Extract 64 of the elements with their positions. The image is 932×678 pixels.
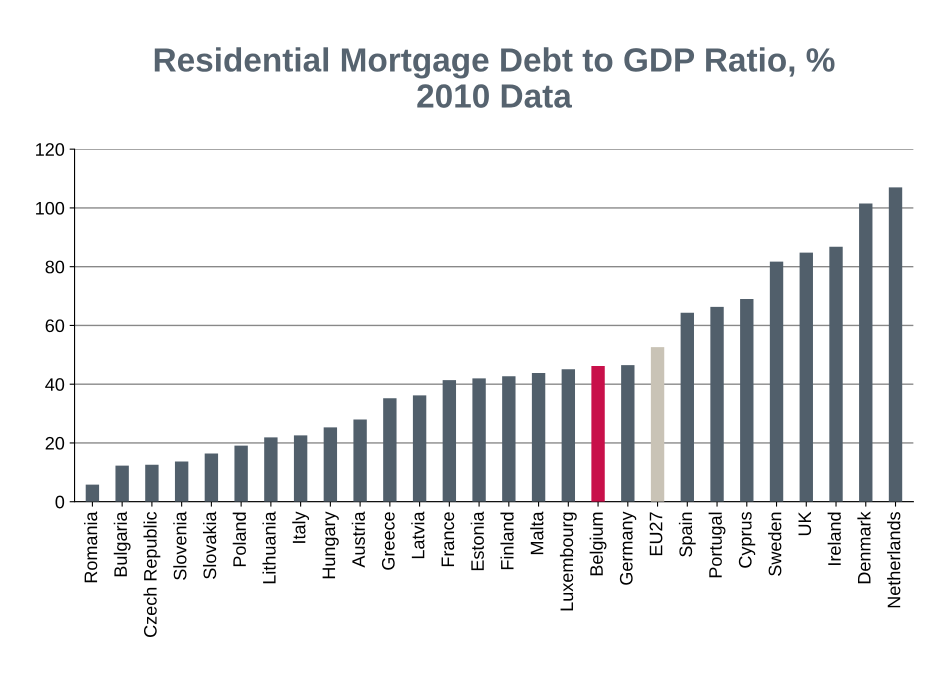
x-tick-label: Italy [292, 511, 310, 543]
bar [145, 464, 159, 502]
bar [710, 306, 724, 502]
x-tick-label: Germany [620, 511, 636, 585]
x-tick-label: Ireland [828, 512, 841, 565]
x-tick-label: Belgium [590, 512, 606, 576]
y-tick-label: 100 [36, 202, 64, 215]
x-tick-label: Czech Republic [143, 512, 160, 637]
x-tick-label: Portugal [708, 512, 726, 578]
bar [770, 262, 784, 502]
bar [829, 246, 843, 502]
x-tick-label: Hungary [322, 511, 339, 578]
chart-title: Residential Mortgage Debt to GDP Ratio, % 2010 Data [154, 47, 835, 108]
x-tick-label: Netherlands [887, 512, 900, 608]
bar [264, 437, 278, 502]
y-tick-label: 60 [46, 319, 64, 332]
x-tick-label: Lithuania [262, 511, 276, 584]
bar [383, 398, 397, 502]
bar [294, 435, 308, 502]
x-tick-label: Bulgaria [114, 511, 131, 576]
bar [859, 204, 872, 502]
x-tick-label: EU27 [650, 512, 662, 556]
x-tick-label: Austria [352, 511, 365, 568]
x-tick-label: Slovakia [202, 511, 216, 579]
x-tick-label: Cyprus [738, 512, 756, 568]
bar [234, 446, 248, 502]
x-tick-label: Luxembourg [560, 512, 577, 610]
bar [174, 461, 188, 502]
bar [621, 365, 635, 502]
bar [115, 466, 129, 502]
x-tick-label: France [442, 512, 454, 566]
y-tick-label: 120 [36, 143, 64, 156]
bar [888, 187, 902, 502]
bar [324, 427, 338, 502]
x-tick-label: Slovenia [173, 511, 186, 580]
x-tick-label: Romania [84, 511, 98, 582]
bar [502, 376, 516, 502]
bar [800, 252, 813, 502]
bar [650, 347, 664, 502]
y-tick-label: 40 [45, 378, 64, 391]
bar [562, 369, 576, 502]
x-tick-label: Spain [678, 512, 696, 557]
x-tick-label: Greece [382, 512, 395, 570]
y-tick-label: 0 [56, 496, 64, 508]
x-tick-label: Estonia [470, 511, 484, 570]
bar [442, 380, 456, 502]
bar [412, 395, 426, 502]
bar [353, 419, 367, 502]
y-tick-label: 20 [46, 436, 64, 450]
x-tick-label: Poland [232, 512, 246, 566]
bar [591, 366, 605, 502]
x-tick-label: Malta [530, 511, 544, 554]
x-tick-label: UK [798, 512, 812, 536]
y-tick-label: 80 [46, 260, 64, 274]
x-tick-label: Latvia [411, 511, 424, 558]
bar [680, 312, 694, 502]
bar [472, 378, 486, 502]
bar [532, 373, 546, 502]
bar [204, 454, 218, 502]
x-tick-label: Sweden [768, 512, 782, 576]
bar [86, 484, 100, 502]
x-tick-label: Finland [500, 512, 514, 570]
bar [740, 299, 754, 502]
x-tick-label: Denmark [857, 511, 871, 584]
